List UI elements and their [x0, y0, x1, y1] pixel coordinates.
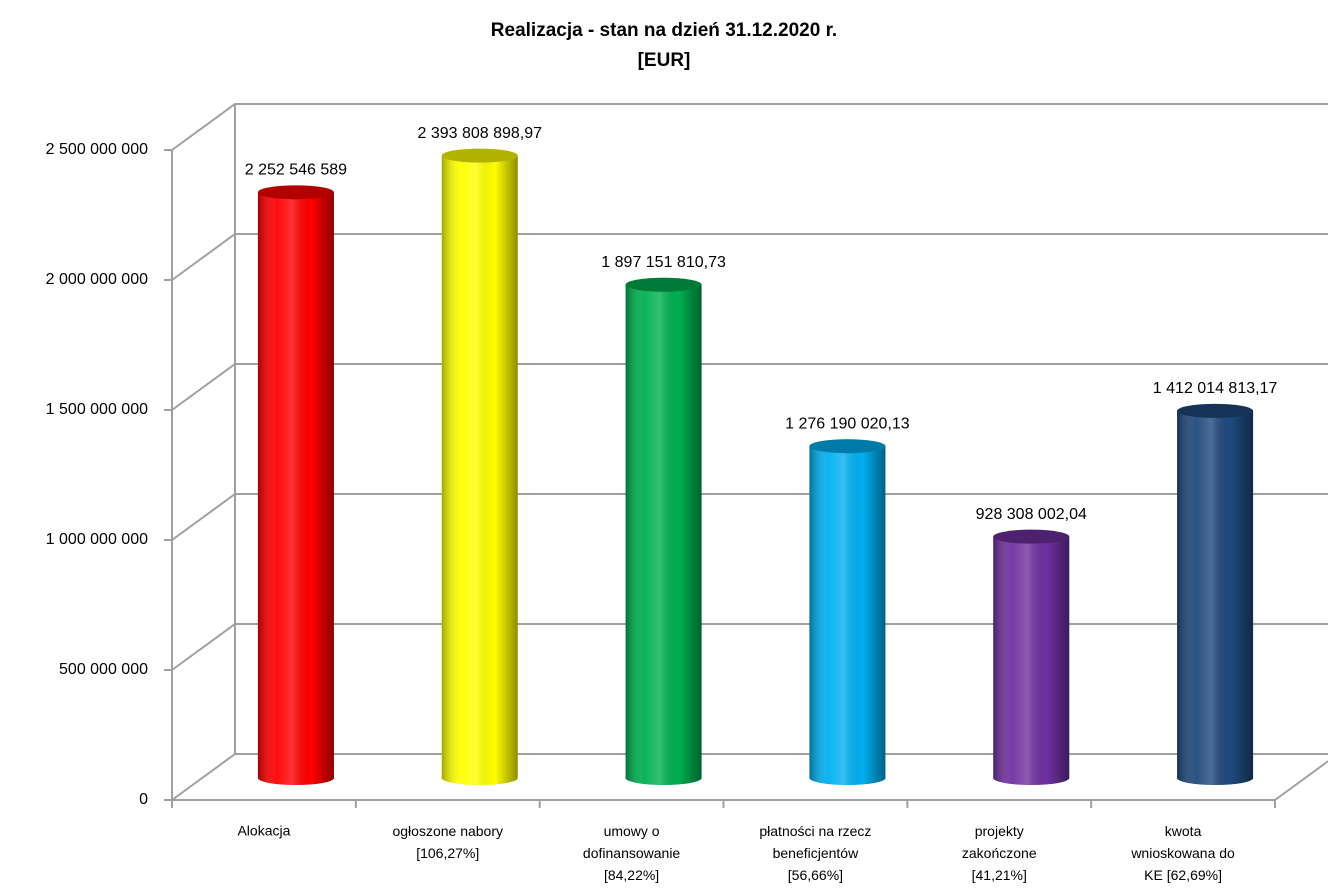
y-tick-label: 2 000 000 000	[46, 271, 148, 288]
bar-group	[625, 277, 702, 785]
bar-shade	[441, 155, 518, 785]
x-tick-label: projekty zakończone [41,21%]	[962, 823, 1037, 883]
bar-top	[993, 529, 1070, 544]
data-label: 1 412 014 813,17	[1153, 380, 1278, 397]
data-label: 1 897 151 810,73	[601, 254, 726, 271]
bar-group	[809, 439, 886, 785]
y-tick-label: 500 000 000	[59, 661, 148, 678]
bar-shade	[809, 446, 886, 785]
grid-line	[171, 753, 1328, 801]
bar-top	[809, 439, 886, 454]
x-tick-label: Alokacja	[237, 823, 290, 839]
x-tick-label: kwota wnioskowana do KE [62,69%]	[1130, 823, 1235, 883]
x-tick-label: ogłoszone nabory [106,27%]	[392, 823, 503, 861]
bar-top-shade	[809, 439, 886, 454]
bar-top	[1177, 403, 1254, 418]
x-tick-label: umowy o dofinansowanie [84,22%]	[583, 823, 681, 883]
bar-shade	[257, 192, 334, 785]
y-tick-label: 1 000 000 000	[46, 531, 148, 548]
bar-group	[257, 185, 334, 785]
bar-top-shade	[993, 529, 1070, 544]
bar-group	[1177, 403, 1254, 785]
bar-group	[441, 148, 518, 785]
bar-shade	[1177, 410, 1254, 785]
data-label: 1 276 190 020,13	[785, 415, 910, 432]
bar-group	[993, 529, 1070, 785]
chart-title: Realizacja - stan na dzień 31.12.2020 r.…	[491, 20, 837, 71]
y-tick-label: 2 500 000 000	[46, 141, 148, 158]
floor-edge	[1274, 760, 1328, 801]
bar-top	[441, 148, 518, 163]
x-tick-label: płatności na rzecz beneficjentów [56,66%]	[759, 823, 871, 883]
y-tick-label: 0	[139, 791, 148, 808]
data-label: 928 308 002,04	[976, 506, 1087, 523]
bar-top	[625, 277, 702, 292]
data-label: 2 393 808 898,97	[417, 125, 542, 142]
data-label: 2 252 546 589	[245, 162, 347, 179]
bar-shade	[625, 284, 702, 785]
bar-top-shade	[441, 148, 518, 163]
grid-line	[171, 363, 1328, 411]
grid-line	[171, 493, 1328, 541]
bar-top-shade	[1177, 403, 1254, 418]
y-tick-label: 1 500 000 000	[46, 401, 148, 418]
bar-top	[257, 185, 334, 200]
grid-line	[171, 103, 1328, 151]
bar-shade	[993, 536, 1070, 785]
bar-top-shade	[257, 185, 334, 200]
bar-top-shade	[625, 277, 702, 292]
grid-line	[171, 233, 1328, 281]
grid-line	[171, 623, 1328, 671]
